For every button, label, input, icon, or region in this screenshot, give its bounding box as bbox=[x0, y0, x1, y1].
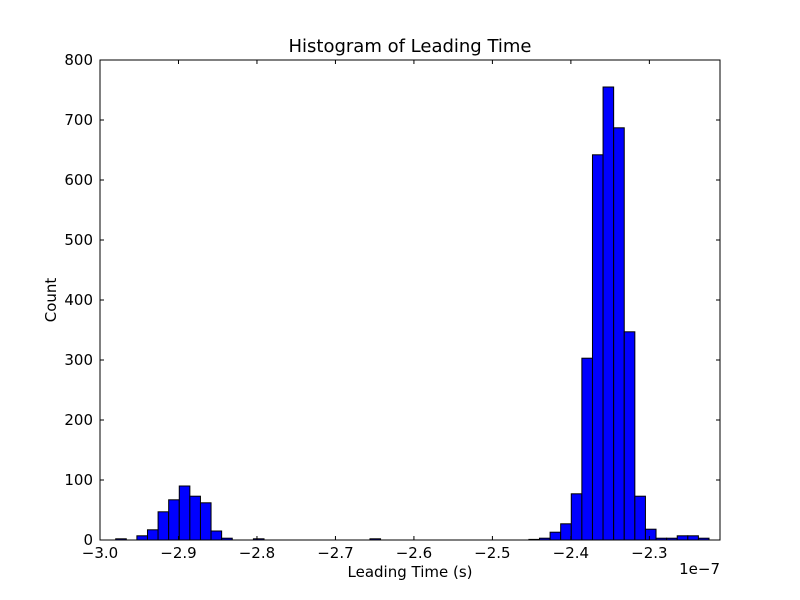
x-tick-label: −2.7 bbox=[317, 544, 353, 562]
histogram-bar bbox=[687, 535, 699, 541]
histogram-bar bbox=[189, 495, 201, 541]
y-tick-label: 800 bbox=[64, 51, 93, 69]
y-tick-label: 700 bbox=[64, 111, 93, 129]
histogram-bar bbox=[210, 530, 223, 541]
histogram-bar bbox=[178, 485, 191, 541]
histogram-bar bbox=[199, 502, 212, 541]
y-tick-label: 400 bbox=[64, 291, 93, 309]
x-tick-label: −2.5 bbox=[474, 544, 510, 562]
y-tick-label: 500 bbox=[64, 231, 93, 249]
y-axis-label: Count bbox=[42, 278, 60, 323]
histogram-bar bbox=[560, 523, 572, 541]
y-tick-label: 0 bbox=[83, 531, 93, 549]
histogram-bar bbox=[634, 495, 646, 541]
histogram-bar bbox=[146, 529, 159, 541]
histogram-bar bbox=[644, 528, 657, 541]
bars-layer bbox=[115, 86, 710, 541]
y-tick-label: 100 bbox=[64, 471, 93, 489]
histogram-bar bbox=[581, 357, 593, 541]
histogram-bar bbox=[168, 499, 180, 541]
y-tick-label: 600 bbox=[64, 171, 93, 189]
x-tick-label: −2.6 bbox=[396, 544, 432, 562]
plot-frame bbox=[99, 59, 721, 541]
x-tick-label: −2.4 bbox=[553, 544, 589, 562]
histogram-bar bbox=[549, 531, 562, 541]
histogram-bar bbox=[676, 535, 689, 541]
histogram-bar bbox=[591, 154, 604, 541]
histogram-bar bbox=[570, 493, 583, 541]
y-tick-label: 200 bbox=[64, 411, 93, 429]
histogram-bar bbox=[157, 511, 170, 541]
ticks-layer: −3.0 −2.9 −2.8 −2.7 −2.6 −2.5 −2.4 −2.3 0 100 200 3… bbox=[64, 51, 720, 562]
x-tick-label: −2.9 bbox=[160, 544, 196, 562]
y-tick-label: 300 bbox=[64, 351, 93, 369]
histogram-bar bbox=[602, 86, 615, 541]
x-axis-offset-label: 1e−7 bbox=[679, 560, 720, 578]
histogram-bar bbox=[623, 331, 636, 541]
x-tick-label: −2.8 bbox=[239, 544, 275, 562]
x-tick-label: −3.0 bbox=[82, 544, 118, 562]
x-tick-label: −2.3 bbox=[631, 544, 667, 562]
x-axis-label: Leading Time (s) bbox=[348, 563, 473, 581]
histogram-bar bbox=[136, 535, 148, 541]
chart-title: Histogram of Leading Time bbox=[288, 36, 531, 57]
histogram-bar bbox=[613, 127, 625, 541]
